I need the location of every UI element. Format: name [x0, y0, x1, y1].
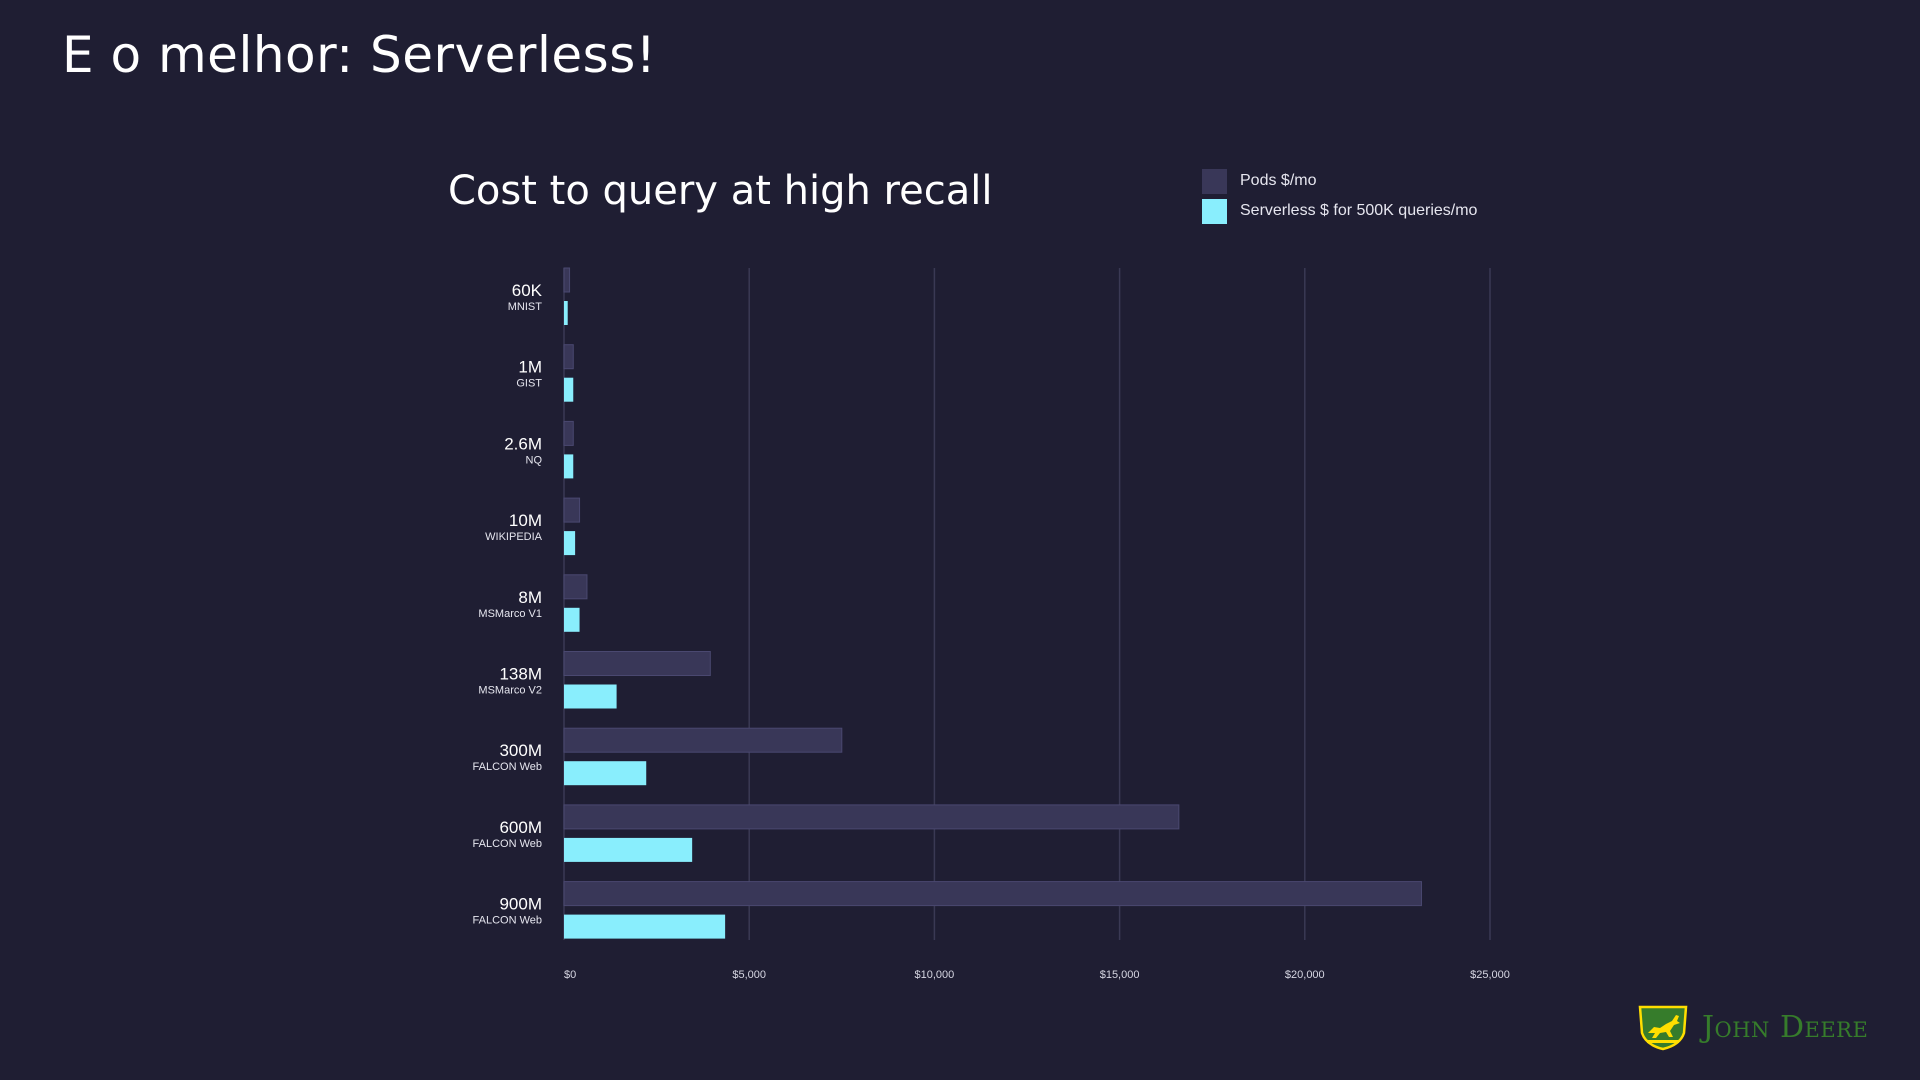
legend-item-pods: Pods $/mo	[1202, 166, 1477, 196]
category-sublabel: MSMarco V1	[478, 608, 542, 620]
x-tick-label: $5,000	[732, 969, 766, 981]
category-sublabel: MSMarco V2	[478, 685, 542, 697]
legend-label-pods: Pods $/mo	[1240, 172, 1317, 189]
x-tick-label: $15,000	[1100, 969, 1140, 981]
legend-item-serverless: Serverless $ for 500K queries/mo	[1202, 196, 1477, 226]
category-label: 60K	[512, 281, 543, 300]
chart-legend: Pods $/mo Serverless $ for 500K queries/…	[1202, 166, 1477, 226]
john-deere-logo: John Deere	[1636, 1003, 1868, 1051]
bar-pods	[563, 267, 571, 293]
category-sublabel: GIST	[516, 378, 542, 390]
bar-pods	[563, 420, 574, 446]
x-tick-label: $10,000	[915, 969, 955, 981]
x-tick-label: $0	[564, 969, 576, 981]
bar-pods	[563, 881, 1422, 907]
chart-title: Cost to query at high recall	[448, 168, 993, 214]
category-label: 600M	[499, 818, 542, 837]
x-tick-label: $25,000	[1470, 969, 1510, 981]
bar-pods	[563, 574, 588, 600]
bar-serverless	[564, 914, 726, 939]
bar-serverless	[564, 684, 617, 709]
legend-swatch-serverless	[1202, 198, 1227, 224]
category-label: 2.6M	[504, 434, 542, 453]
bar-serverless	[564, 531, 576, 556]
slide-title: E o melhor: Serverless!	[62, 26, 657, 84]
logo-text: John Deere	[1702, 1009, 1869, 1045]
category-sublabel: NQ	[526, 454, 543, 466]
bar-pods	[563, 344, 574, 370]
bar-serverless	[564, 761, 647, 786]
x-tick-label: $20,000	[1285, 969, 1325, 981]
bar-serverless	[564, 454, 574, 479]
bar-serverless	[564, 607, 580, 632]
bar-pods	[563, 497, 581, 523]
category-label: 8M	[518, 588, 542, 607]
bar-serverless	[564, 837, 693, 862]
category-label: 138M	[499, 665, 542, 684]
category-label: 900M	[499, 895, 542, 914]
category-sublabel: FALCON Web	[473, 838, 543, 850]
category-label: 1M	[518, 358, 542, 377]
deer-logo-icon	[1638, 1005, 1688, 1051]
bar-serverless	[564, 301, 568, 325]
bar-serverless	[564, 377, 574, 402]
category-sublabel: WIKIPEDIA	[485, 531, 543, 543]
bar-pods	[563, 727, 843, 753]
category-label: 300M	[499, 741, 542, 760]
bar-pods	[563, 651, 711, 676]
legend-label-serverless: Serverless $ for 500K queries/mo	[1240, 202, 1478, 219]
category-sublabel: MNIST	[508, 301, 543, 313]
legend-swatch-pods	[1202, 168, 1227, 194]
category-label: 10M	[509, 511, 542, 530]
category-sublabel: FALCON Web	[473, 915, 543, 927]
bar-pods	[563, 804, 1180, 830]
category-sublabel: FALCON Web	[473, 761, 543, 773]
